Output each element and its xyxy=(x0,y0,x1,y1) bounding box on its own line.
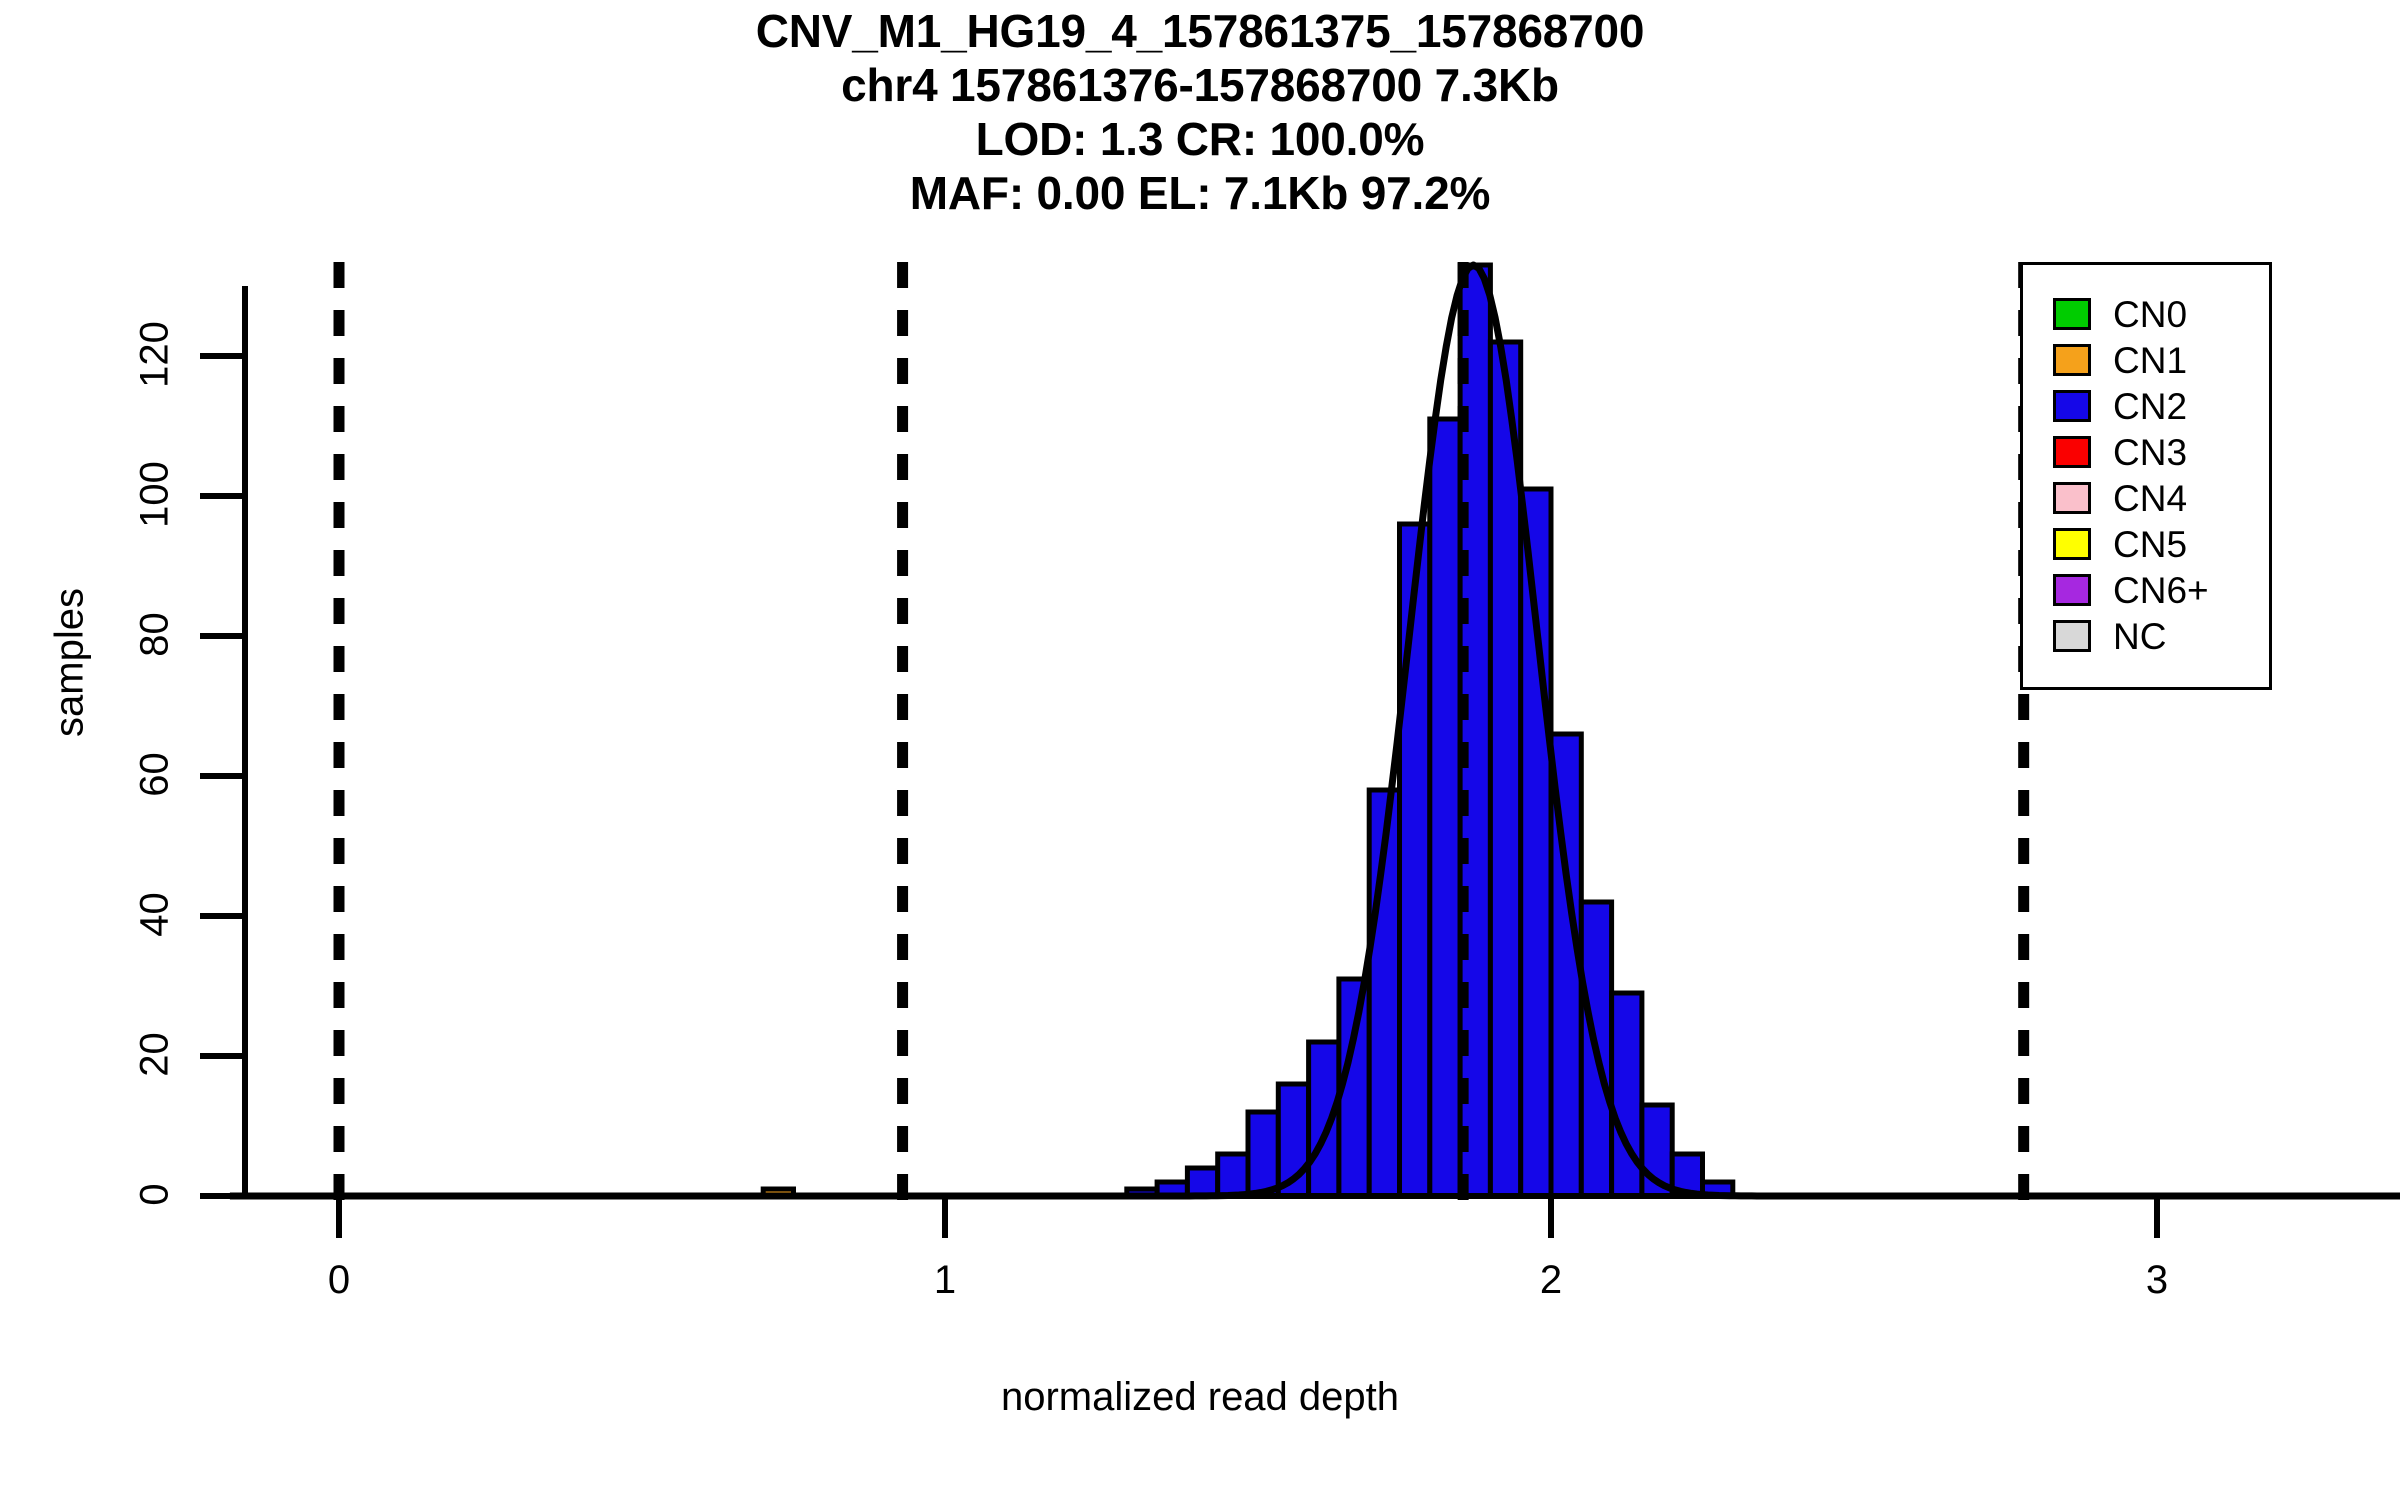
legend-label: CN3 xyxy=(2113,431,2188,473)
legend-item-cn4[interactable]: CN4 xyxy=(2023,475,2269,521)
title-line-2: chr4 157861376-157868700 7.3Kb xyxy=(841,59,1559,111)
y-tick-label: 120 xyxy=(132,321,177,388)
legend-swatch-icon xyxy=(2053,574,2091,606)
legend-swatch-icon xyxy=(2053,298,2091,330)
legend-item-cn6plus[interactable]: CN6+ xyxy=(2023,567,2269,613)
legend-label: CN1 xyxy=(2113,339,2188,381)
axis-lines xyxy=(200,286,2340,1238)
histogram-bar xyxy=(1457,262,1493,1199)
legend-item-cn1[interactable]: CN1 xyxy=(2023,337,2269,383)
legend-box: CN0 CN1 CN2 CN3 CN4 CN5 CN6+ NC xyxy=(2020,262,2272,690)
legend-swatch-icon xyxy=(2053,528,2091,560)
y-tick-label: 0 xyxy=(132,1183,177,1206)
legend-item-cn5[interactable]: CN5 xyxy=(2023,521,2269,567)
histogram-bar xyxy=(1427,416,1463,1199)
legend-item-nc[interactable]: NC xyxy=(2023,613,2269,659)
x-tick-label: 0 xyxy=(327,1258,351,1302)
legend-item-cn3[interactable]: CN3 xyxy=(2023,429,2269,475)
legend-label: NC xyxy=(2113,615,2167,657)
title-line-3: LOD: 1.3 CR: 100.0% xyxy=(975,113,1425,165)
x-tick-label: 3 xyxy=(2145,1258,2169,1302)
y-tick-label: 20 xyxy=(132,1032,177,1077)
y-tick-label: 40 xyxy=(132,892,177,937)
x-axis-label: normalized read depth xyxy=(1000,1375,1400,1419)
chart-title-block: CNV_M1_HG19_4_157861375_157868700 chr4 1… xyxy=(0,4,2400,220)
legend-swatch-icon xyxy=(2053,390,2091,422)
legend-item-cn0[interactable]: CN0 xyxy=(2023,291,2269,337)
threshold-lines xyxy=(333,262,2030,1200)
y-tick-label: 60 xyxy=(132,752,177,797)
legend-swatch-icon xyxy=(2053,344,2091,376)
legend-item-cn2[interactable]: CN2 xyxy=(2023,383,2269,429)
legend-label: CN2 xyxy=(2113,385,2188,427)
histogram-bar xyxy=(1215,1151,1251,1199)
title-line-1: CNV_M1_HG19_4_157861375_157868700 xyxy=(755,5,1645,57)
legend-label: CN5 xyxy=(2113,523,2188,565)
y-tick-label: 80 xyxy=(132,612,177,657)
legend-swatch-icon xyxy=(2053,620,2091,652)
y-axis-label: samples xyxy=(47,588,92,737)
legend-label: CN0 xyxy=(2113,293,2188,335)
histogram-bar xyxy=(1245,1109,1281,1199)
histogram-bar xyxy=(1184,1165,1221,1199)
legend-list: CN0 CN1 CN2 CN3 CN4 CN5 CN6+ NC xyxy=(2023,265,2269,659)
x-tick-label: 2 xyxy=(1539,1258,1563,1302)
legend-swatch-icon xyxy=(2053,436,2091,468)
title-line-4: MAF: 0.00 EL: 7.1Kb 97.2% xyxy=(909,167,1491,219)
histogram-bars xyxy=(760,262,1736,1199)
legend-label: CN4 xyxy=(2113,477,2188,519)
histogram-bar xyxy=(1397,521,1433,1199)
x-tick-label: 1 xyxy=(933,1258,957,1302)
legend-swatch-icon xyxy=(2053,482,2091,514)
y-tick-label: 100 xyxy=(132,461,177,528)
legend-label: CN6+ xyxy=(2113,569,2209,611)
